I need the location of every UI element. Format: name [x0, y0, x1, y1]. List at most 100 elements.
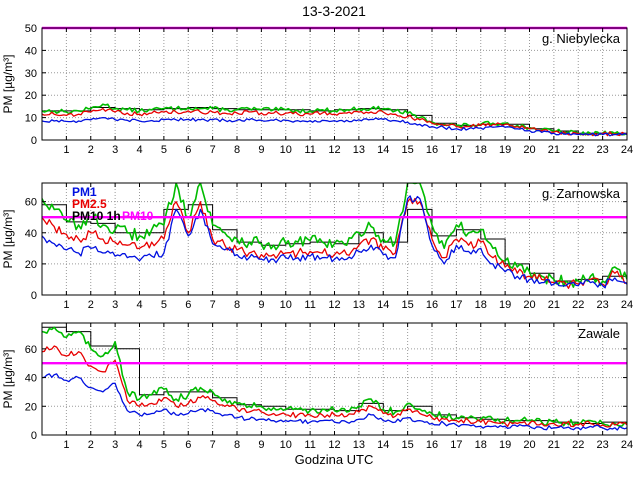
svg-text:22: 22 [572, 439, 584, 451]
series-pm25 [42, 197, 627, 289]
svg-text:17: 17 [450, 144, 462, 156]
svg-text:14: 14 [377, 439, 389, 451]
svg-text:13: 13 [353, 299, 365, 311]
series-pm10 [42, 183, 627, 288]
svg-text:20: 20 [25, 90, 37, 102]
svg-text:18: 18 [475, 299, 487, 311]
svg-text:10: 10 [25, 113, 37, 125]
svg-text:4: 4 [136, 439, 142, 451]
svg-text:11: 11 [304, 299, 315, 311]
axes-frame [41, 27, 628, 141]
subplot-2: 1 2 3 4 5 6 7 8 9 10 11 12 13 14 15 16 17 18 19 20 21 22 23 240… [1, 182, 633, 311]
svg-text:6: 6 [185, 144, 191, 156]
svg-text:20: 20 [523, 299, 535, 311]
svg-text:0: 0 [31, 290, 37, 302]
station-label: g. Zarnowska [542, 186, 621, 201]
legend-pm10-norm: PM10 [122, 209, 154, 223]
tick-labels: 1 2 3 4 5 6 7 8 9 10 11 12 13 14 15 16 17 18 19 20 21 22 23 240… [25, 23, 633, 156]
series-pm10-1h [42, 107, 627, 134]
svg-text:9: 9 [258, 439, 264, 451]
station-label: g. Niebylecka [542, 31, 621, 46]
svg-text:18: 18 [475, 439, 487, 451]
svg-text:20: 20 [25, 259, 37, 271]
series-pm25 [42, 345, 627, 428]
legend-pm25: PM2.5 [72, 197, 107, 211]
axes-frame [41, 182, 628, 296]
svg-text:2: 2 [88, 299, 94, 311]
svg-text:24: 24 [621, 439, 633, 451]
svg-text:3: 3 [112, 144, 118, 156]
svg-text:60: 60 [25, 344, 37, 356]
svg-text:10: 10 [280, 144, 292, 156]
legend-pm10-1h: PM10 1h [72, 209, 121, 223]
svg-text:2: 2 [88, 144, 94, 156]
grid [42, 323, 627, 435]
svg-text:21: 21 [548, 299, 560, 311]
svg-text:30: 30 [25, 68, 37, 80]
svg-text:1: 1 [63, 439, 69, 451]
svg-text:60: 60 [25, 197, 37, 209]
svg-text:8: 8 [234, 144, 240, 156]
svg-text:12: 12 [328, 299, 340, 311]
svg-text:10: 10 [280, 439, 292, 451]
station-label: Zawale [578, 326, 620, 341]
series-pm25 [42, 107, 627, 137]
tick-labels: 1 2 3 4 5 6 7 8 9 10 11 12 13 14 15 16 17 18 19 20 21 22 23 240… [25, 197, 633, 311]
svg-text:9: 9 [258, 144, 264, 156]
svg-text:50: 50 [25, 23, 37, 35]
tick-marks [42, 27, 628, 141]
svg-text:7: 7 [210, 144, 216, 156]
svg-text:19: 19 [499, 144, 511, 156]
series-pm10 [42, 103, 627, 136]
svg-text:1: 1 [63, 299, 69, 311]
svg-text:22: 22 [572, 144, 584, 156]
svg-text:24: 24 [621, 299, 633, 311]
svg-text:4: 4 [136, 299, 142, 311]
plot-area [42, 326, 627, 431]
svg-text:12: 12 [328, 439, 340, 451]
svg-text:6: 6 [185, 299, 191, 311]
series-pm1 [42, 373, 627, 431]
svg-text:24: 24 [621, 144, 633, 156]
svg-text:1: 1 [63, 144, 69, 156]
svg-text:15: 15 [402, 144, 414, 156]
svg-text:17: 17 [450, 439, 462, 451]
svg-text:16: 16 [426, 144, 438, 156]
series-pm10-1h [42, 326, 627, 424]
svg-text:14: 14 [377, 144, 389, 156]
svg-text:0: 0 [31, 430, 37, 442]
svg-text:11: 11 [304, 439, 315, 451]
y-axis-label: PM [µg/m³] [1, 55, 15, 114]
y-axis-label: PM [µg/m³] [1, 350, 15, 409]
svg-text:16: 16 [426, 439, 438, 451]
svg-text:40: 40 [25, 45, 37, 57]
subplot-1: 1 2 3 4 5 6 7 8 9 10 11 12 13 14 15 16 17 18 19 20 21 22 23 240… [1, 23, 633, 156]
svg-text:3: 3 [112, 299, 118, 311]
svg-text:4: 4 [136, 144, 142, 156]
legend-pm1: PM1 [72, 185, 97, 199]
tick-labels: 1 2 3 4 5 6 7 8 9 10 11 12 13 14 15 16 17 18 19 20 21 22 23 240… [25, 344, 633, 451]
svg-text:40: 40 [25, 228, 37, 240]
svg-text:7: 7 [210, 299, 216, 311]
svg-text:23: 23 [597, 144, 609, 156]
series-pm10 [42, 326, 627, 428]
svg-text:8: 8 [234, 439, 240, 451]
svg-text:21: 21 [548, 144, 560, 156]
svg-text:16: 16 [426, 299, 438, 311]
svg-text:19: 19 [499, 439, 511, 451]
tick-marks [42, 183, 628, 296]
svg-text:7: 7 [210, 439, 216, 451]
svg-text:20: 20 [523, 439, 535, 451]
svg-text:17: 17 [450, 299, 462, 311]
svg-text:8: 8 [234, 299, 240, 311]
svg-text:40: 40 [25, 373, 37, 385]
svg-text:12: 12 [328, 144, 340, 156]
tick-marks [42, 323, 628, 436]
svg-text:22: 22 [572, 299, 584, 311]
svg-text:6: 6 [185, 439, 191, 451]
svg-text:21: 21 [548, 439, 560, 451]
chart-title: 13-3-2021 [302, 3, 366, 19]
svg-text:19: 19 [499, 299, 511, 311]
svg-text:2: 2 [88, 439, 94, 451]
